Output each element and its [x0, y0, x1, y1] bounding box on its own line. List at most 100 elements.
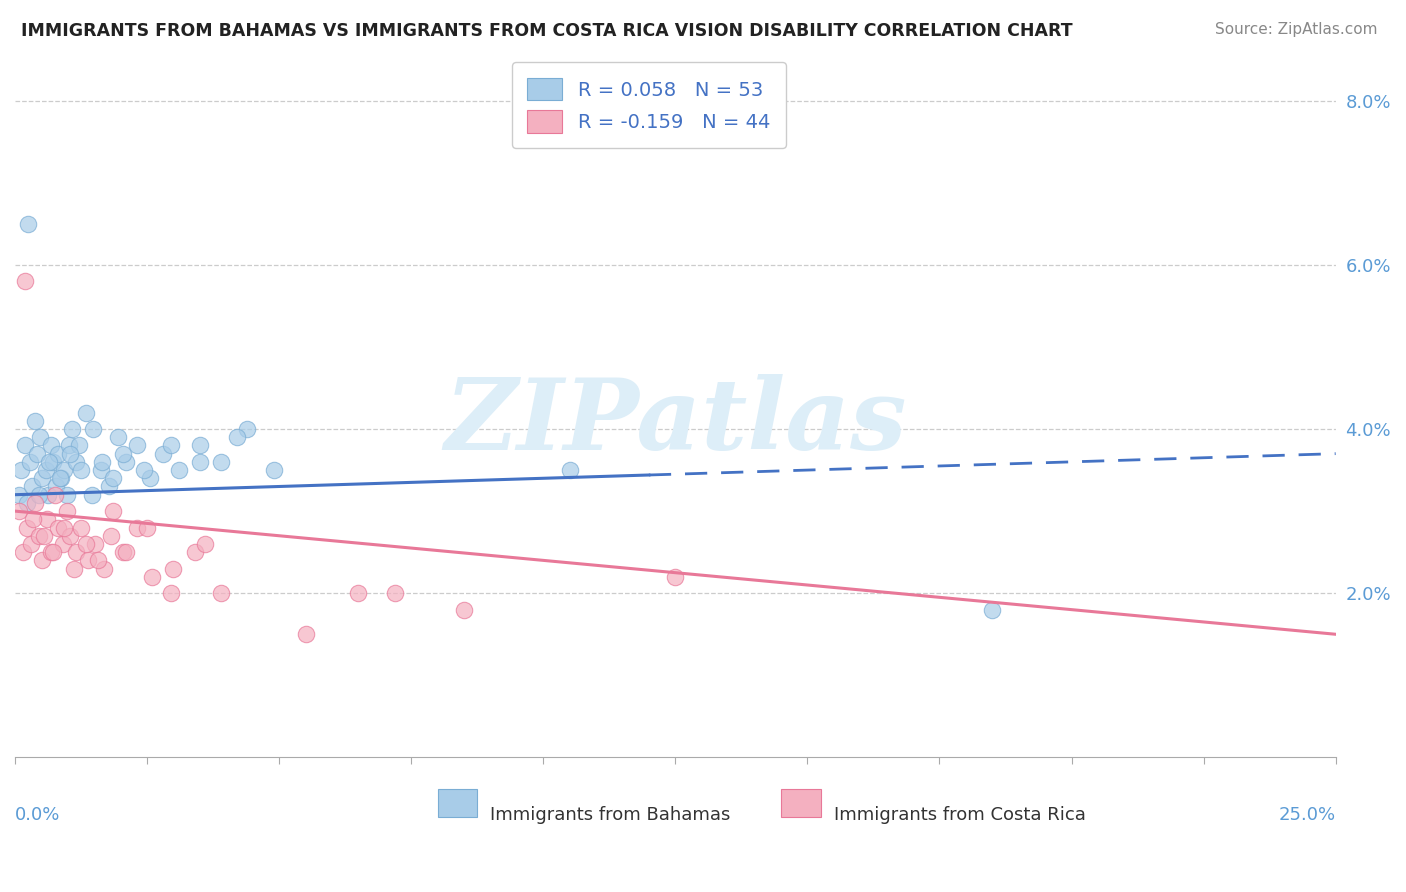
Point [125, 438, 148, 452]
Point [82, 422, 104, 436]
Point [236, 422, 259, 436]
Point [90, 463, 112, 477]
Point [162, 561, 184, 575]
Point [49, 471, 72, 485]
Legend: R = 0.058   N = 53, R = -0.159   N = 44: R = 0.058 N = 53, R = -0.159 N = 44 [512, 62, 786, 148]
Point [65, 455, 87, 469]
Point [152, 447, 174, 461]
Point [115, 455, 138, 469]
Point [28, 488, 51, 502]
Point [87, 553, 110, 567]
Point [63, 561, 86, 575]
Point [160, 438, 183, 452]
Point [8, 488, 31, 502]
Text: ZIPatlas: ZIPatlas [444, 375, 907, 471]
Point [22, 512, 45, 526]
Point [32, 529, 55, 543]
Point [46, 520, 69, 534]
Point [30, 430, 52, 444]
Point [39, 438, 62, 452]
Point [112, 447, 135, 461]
Point [384, 586, 406, 600]
Text: 25.0%: 25.0% [1278, 806, 1336, 824]
Point [101, 504, 124, 518]
Point [75, 406, 97, 420]
Point [39, 545, 62, 559]
Point [225, 430, 247, 444]
Point [294, 627, 316, 641]
Text: Source: ZipAtlas.com: Source: ZipAtlas.com [1215, 22, 1378, 37]
Point [141, 570, 163, 584]
Point [37, 488, 59, 502]
Point [183, 545, 205, 559]
Point [13, 438, 35, 452]
Point [60, 422, 83, 436]
Point [31, 553, 53, 567]
Point [134, 463, 156, 477]
Point [21, 479, 44, 493]
Point [115, 545, 138, 559]
Point [453, 602, 475, 616]
Point [84, 537, 107, 551]
Point [91, 455, 114, 469]
Point [59, 447, 82, 461]
Point [93, 561, 115, 575]
Point [13, 274, 35, 288]
Point [8, 504, 31, 518]
Point [51, 537, 73, 551]
Point [194, 537, 217, 551]
Text: Immigrants from Costa Rica: Immigrants from Costa Rica [834, 806, 1085, 824]
Point [167, 463, 190, 477]
Point [42, 545, 65, 559]
Point [75, 537, 97, 551]
Point [55, 504, 77, 518]
Point [69, 438, 91, 452]
Point [31, 471, 53, 485]
Point [24, 496, 46, 510]
Point [15, 520, 38, 534]
FancyBboxPatch shape [437, 789, 477, 817]
Point [80, 488, 103, 502]
Point [100, 529, 122, 543]
Point [77, 553, 100, 567]
Text: 0.0%: 0.0% [15, 806, 60, 824]
Point [52, 463, 75, 477]
Point [58, 438, 80, 452]
Point [209, 455, 232, 469]
Point [59, 529, 82, 543]
Point [70, 463, 93, 477]
Point [558, 463, 581, 477]
Point [34, 463, 56, 477]
Point [46, 447, 69, 461]
Point [24, 414, 46, 428]
Point [188, 455, 211, 469]
Point [11, 545, 34, 559]
Point [138, 471, 160, 485]
Point [15, 496, 38, 510]
Text: Immigrants from Bahamas: Immigrants from Bahamas [491, 806, 731, 824]
Point [347, 586, 370, 600]
Point [188, 438, 211, 452]
Point [70, 520, 93, 534]
Point [981, 602, 1004, 616]
Point [51, 471, 73, 485]
Point [65, 545, 87, 559]
FancyBboxPatch shape [780, 789, 821, 817]
Point [160, 586, 183, 600]
Point [10, 463, 32, 477]
Point [101, 471, 124, 485]
Point [209, 586, 232, 600]
Point [52, 520, 75, 534]
Text: IMMIGRANTS FROM BAHAMAS VS IMMIGRANTS FROM COSTA RICA VISION DISABILITY CORRELAT: IMMIGRANTS FROM BAHAMAS VS IMMIGRANTS FR… [21, 22, 1073, 40]
Point [107, 430, 129, 444]
Point [20, 537, 42, 551]
Point [263, 463, 285, 477]
Point [55, 488, 77, 502]
Point [28, 529, 51, 543]
Point [44, 488, 66, 502]
Point [17, 217, 39, 231]
Point [42, 455, 65, 469]
Point [136, 520, 159, 534]
Point [35, 512, 58, 526]
Point [25, 447, 48, 461]
